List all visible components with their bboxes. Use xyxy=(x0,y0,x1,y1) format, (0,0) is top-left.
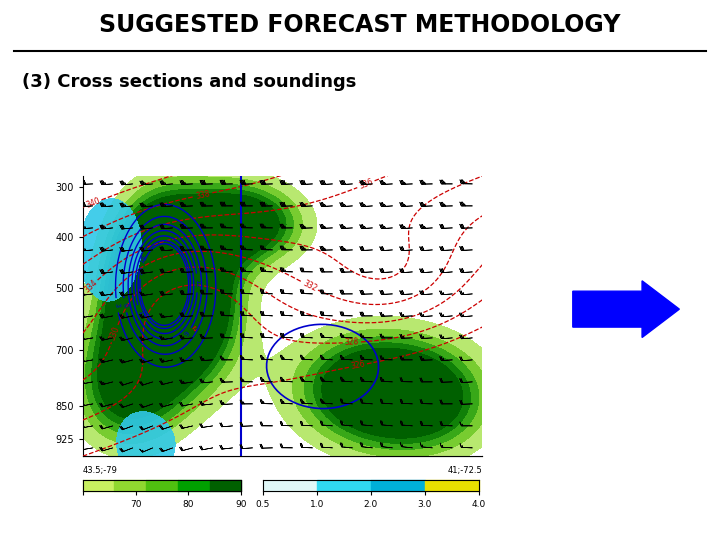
FancyArrow shape xyxy=(573,281,680,338)
Text: 336: 336 xyxy=(358,177,374,191)
Text: 340: 340 xyxy=(84,197,102,210)
Text: 328: 328 xyxy=(344,338,359,347)
Text: 18: 18 xyxy=(138,254,148,264)
Text: 20: 20 xyxy=(138,265,145,275)
Bar xyxy=(425,480,479,491)
Text: 12: 12 xyxy=(194,279,200,287)
Bar xyxy=(371,480,425,491)
Text: SUGGESTED FORECAST METHODOLOGY: SUGGESTED FORECAST METHODOLOGY xyxy=(99,14,621,37)
Bar xyxy=(178,480,210,491)
Bar xyxy=(210,480,241,491)
Text: 6: 6 xyxy=(122,302,128,308)
Text: 338: 338 xyxy=(195,189,211,200)
Text: (3) Cross sections and soundings: (3) Cross sections and soundings xyxy=(22,73,356,91)
Bar xyxy=(317,480,371,491)
Bar xyxy=(83,480,114,491)
Text: 15: 15 xyxy=(137,308,145,319)
Text: 326: 326 xyxy=(350,360,366,372)
Bar xyxy=(114,480,146,491)
Text: 3: 3 xyxy=(114,302,120,308)
Bar xyxy=(146,480,178,491)
Text: 9: 9 xyxy=(184,330,191,338)
Text: 43.5;-79: 43.5;-79 xyxy=(83,466,117,475)
Text: 332: 332 xyxy=(301,279,318,293)
Bar xyxy=(263,480,317,491)
Text: 330: 330 xyxy=(108,325,122,342)
Text: 41;-72.5: 41;-72.5 xyxy=(448,466,482,475)
Text: 334: 334 xyxy=(82,278,99,295)
